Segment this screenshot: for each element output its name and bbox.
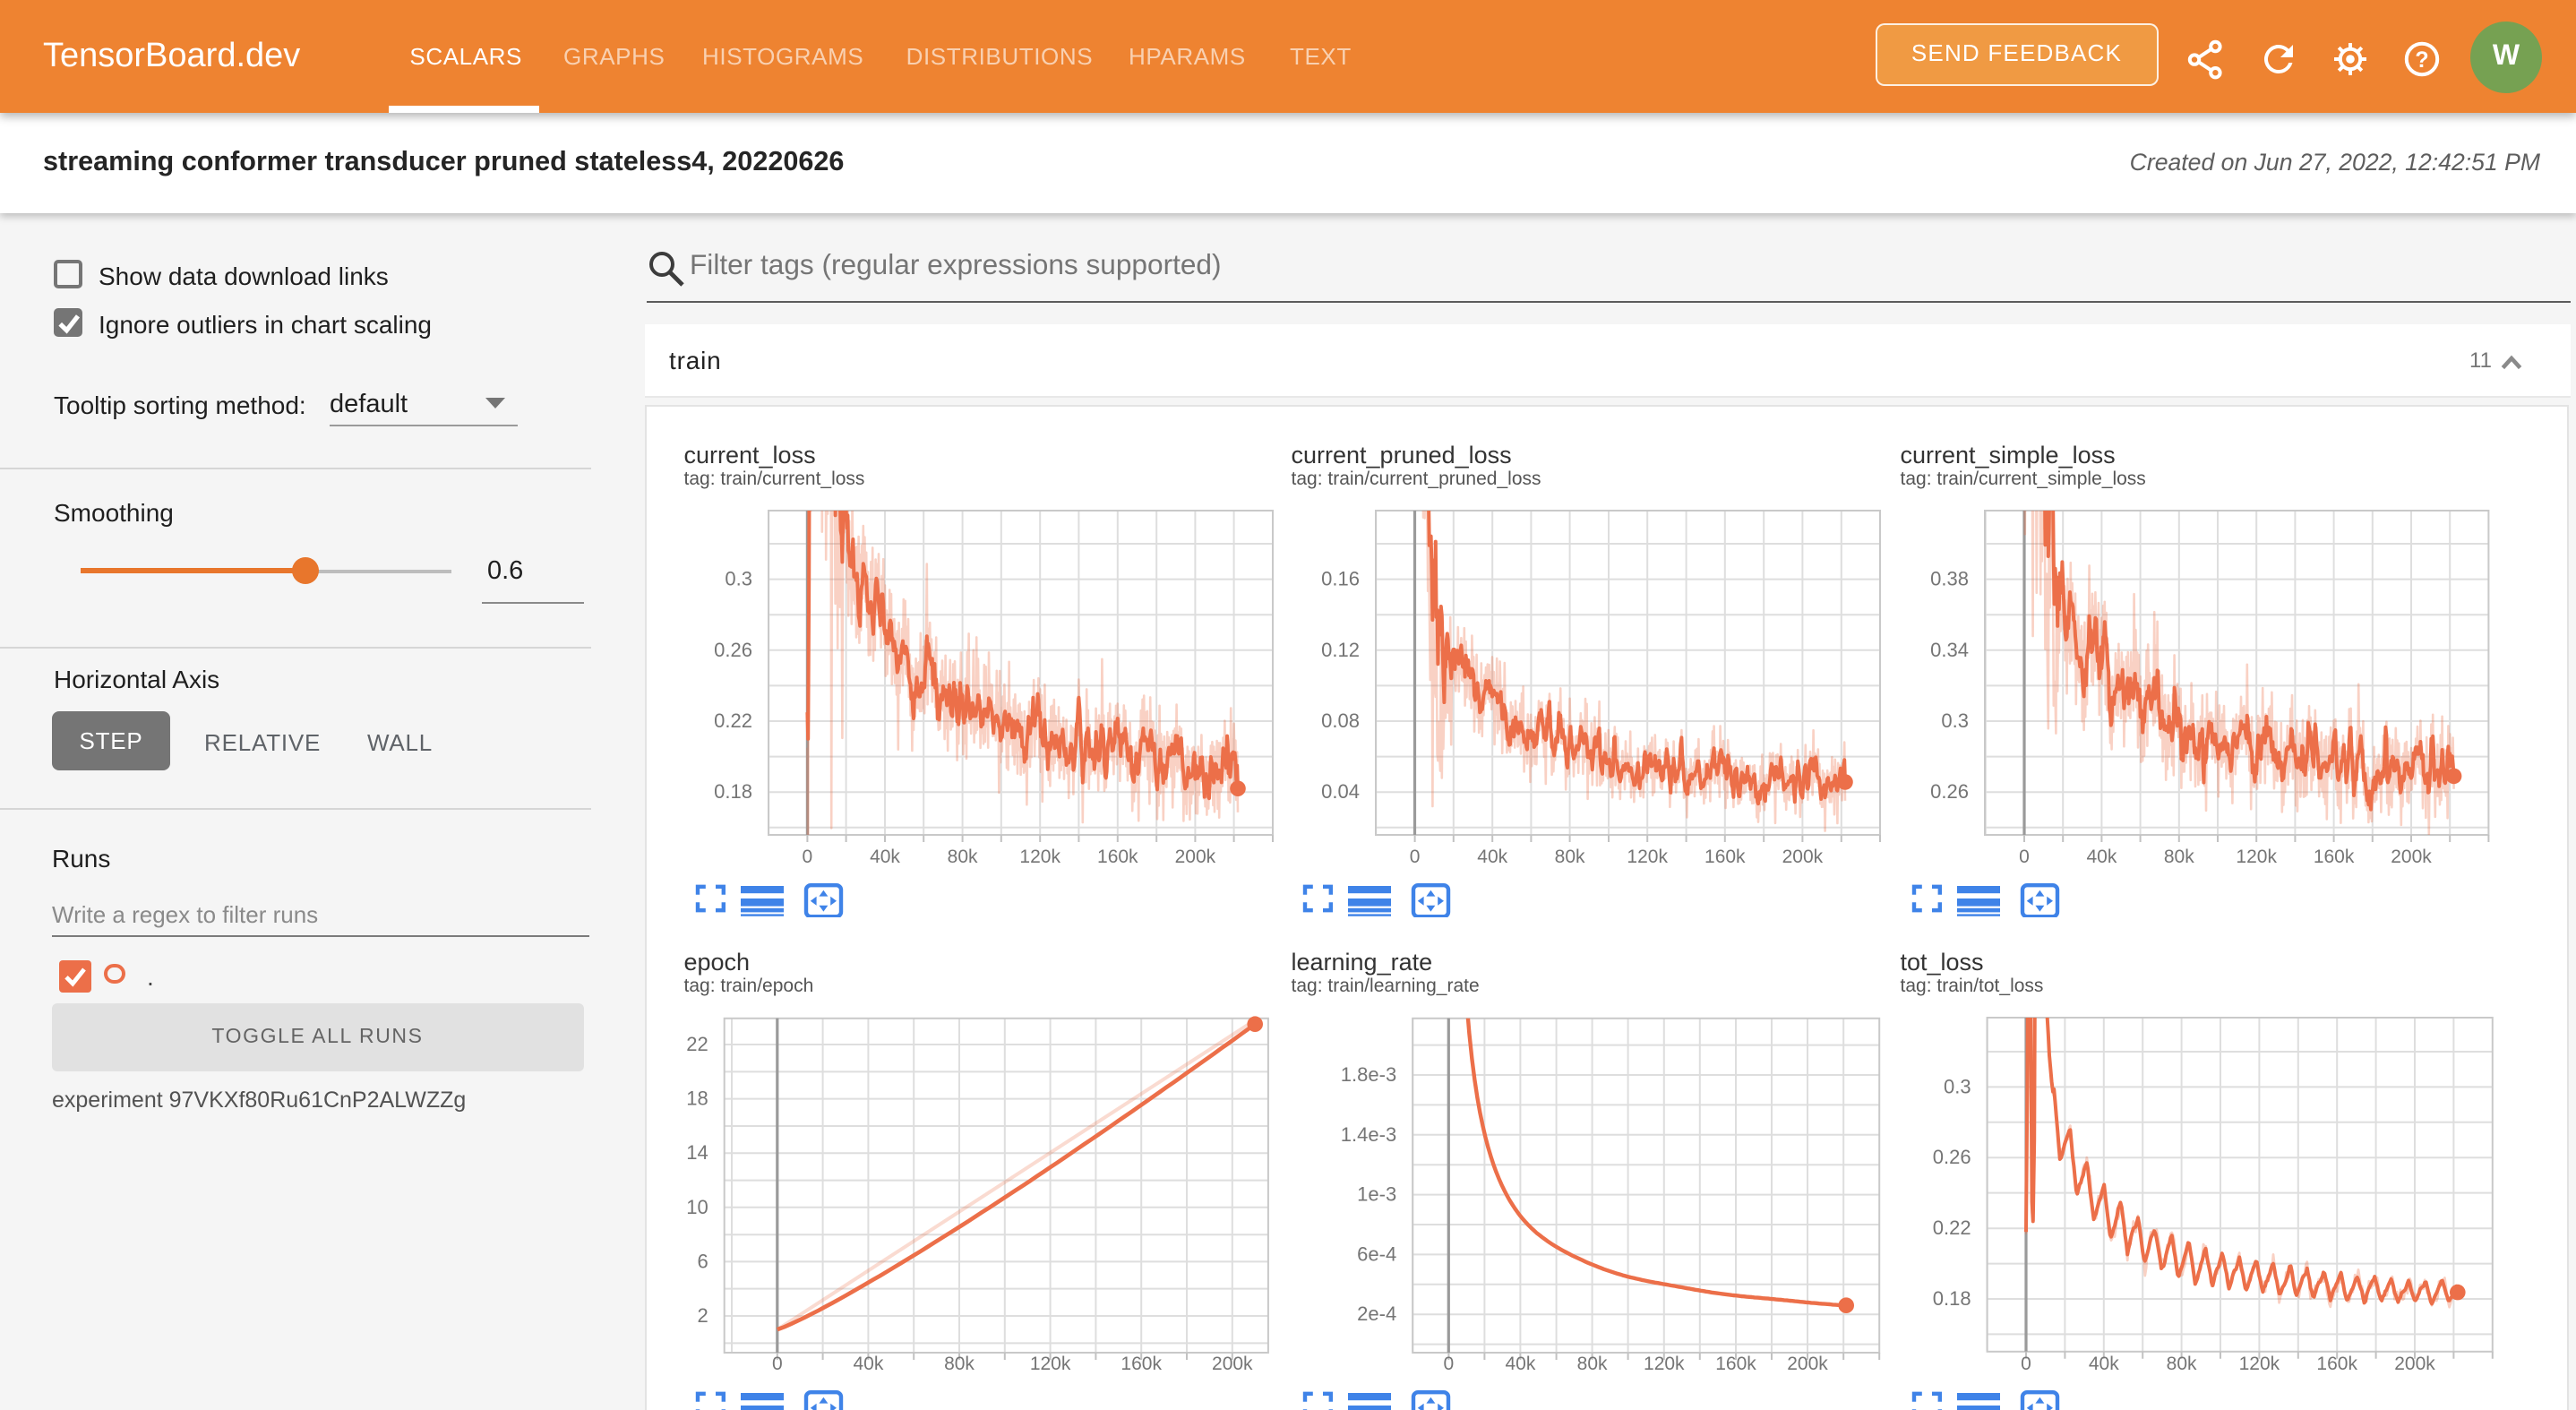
svg-text:tag: train/tot_loss: tag: train/tot_loss (1900, 975, 2043, 995)
svg-text:0: 0 (772, 1353, 783, 1373)
svg-text:tag: train/current_loss: tag: train/current_loss (684, 469, 865, 489)
svg-text:current_simple_loss: current_simple_loss (1900, 443, 2115, 469)
svg-text:200k: 200k (2390, 847, 2431, 867)
svg-text:0: 0 (803, 847, 813, 867)
svg-text:40k: 40k (870, 847, 900, 867)
svg-text:0.34: 0.34 (1929, 639, 1968, 661)
svg-text:14: 14 (686, 1140, 708, 1163)
svg-text:?: ? (2415, 47, 2428, 73)
svg-text:1.4e-3: 1.4e-3 (1341, 1122, 1396, 1145)
svg-text:current_pruned_loss: current_pruned_loss (1292, 443, 1512, 469)
svg-text:120k: 120k (2238, 1353, 2280, 1373)
svg-text:10: 10 (686, 1195, 708, 1217)
svg-text:0.26: 0.26 (714, 639, 752, 661)
svg-text:1e-3: 1e-3 (1358, 1182, 1397, 1205)
svg-text:40k: 40k (1478, 847, 1508, 867)
svg-text:tag: train/learning_rate: tag: train/learning_rate (1292, 975, 1480, 995)
svg-text:160k: 160k (1097, 847, 1138, 867)
svg-text:0: 0 (2018, 847, 2029, 867)
svg-text:40k: 40k (2085, 847, 2116, 867)
svg-text:160k: 160k (1705, 847, 1747, 867)
svg-text:40k: 40k (1506, 1353, 1536, 1373)
svg-text:0.3: 0.3 (1943, 1074, 1971, 1096)
svg-text:0: 0 (2020, 1353, 2031, 1373)
svg-text:6: 6 (697, 1249, 708, 1271)
svg-text:0.08: 0.08 (1322, 709, 1361, 732)
svg-text:40k: 40k (853, 1353, 883, 1373)
svg-text:tot_loss: tot_loss (1900, 949, 1983, 975)
svg-text:80k: 80k (1555, 847, 1585, 867)
svg-text:0.12: 0.12 (1322, 639, 1361, 661)
svg-text:0.04: 0.04 (1322, 780, 1361, 803)
svg-text:200k: 200k (2393, 1353, 2434, 1373)
svg-text:0.18: 0.18 (714, 780, 752, 803)
svg-text:1.8e-3: 1.8e-3 (1341, 1062, 1396, 1085)
svg-text:200k: 200k (1788, 1353, 1829, 1373)
svg-text:current_loss: current_loss (684, 443, 816, 469)
svg-text:0.3: 0.3 (1940, 709, 1968, 732)
svg-text:6e-4: 6e-4 (1358, 1242, 1397, 1264)
svg-text:tag: train/current_pruned_loss: tag: train/current_pruned_loss (1292, 469, 1541, 489)
svg-text:0.22: 0.22 (1932, 1216, 1971, 1238)
svg-text:0.26: 0.26 (1932, 1145, 1971, 1167)
svg-text:epoch: epoch (684, 949, 751, 975)
svg-text:120k: 120k (1644, 1353, 1686, 1373)
svg-text:0.26: 0.26 (1929, 780, 1968, 803)
svg-text:40k: 40k (2088, 1353, 2118, 1373)
svg-text:80k: 80k (948, 847, 978, 867)
svg-text:80k: 80k (1577, 1353, 1608, 1373)
svg-text:0.16: 0.16 (1322, 568, 1361, 590)
svg-text:0.38: 0.38 (1929, 568, 1968, 590)
svg-text:120k: 120k (1030, 1353, 1071, 1373)
svg-text:22: 22 (686, 1032, 708, 1054)
svg-text:160k: 160k (1121, 1353, 1162, 1373)
svg-text:0.22: 0.22 (714, 709, 752, 732)
svg-text:120k: 120k (1019, 847, 1060, 867)
svg-text:160k: 160k (2313, 847, 2354, 867)
svg-text:200k: 200k (1175, 847, 1216, 867)
svg-text:0: 0 (1410, 847, 1421, 867)
svg-text:120k: 120k (2235, 847, 2276, 867)
svg-text:0.18: 0.18 (1932, 1286, 1971, 1309)
svg-text:160k: 160k (2315, 1353, 2357, 1373)
svg-text:tag: train/current_simple_loss: tag: train/current_simple_loss (1900, 469, 2145, 489)
svg-text:80k: 80k (2166, 1353, 2196, 1373)
svg-text:80k: 80k (944, 1353, 975, 1373)
svg-text:18: 18 (686, 1087, 708, 1109)
svg-text:200k: 200k (1212, 1353, 1253, 1373)
svg-text:learning_rate: learning_rate (1292, 949, 1433, 975)
svg-text:200k: 200k (1782, 847, 1824, 867)
svg-text:2: 2 (697, 1303, 708, 1326)
svg-text:0: 0 (1444, 1353, 1455, 1373)
svg-text:tag: train/epoch: tag: train/epoch (684, 975, 814, 995)
svg-text:2e-4: 2e-4 (1358, 1302, 1397, 1324)
svg-text:80k: 80k (2163, 847, 2194, 867)
svg-text:120k: 120k (1627, 847, 1669, 867)
svg-text:160k: 160k (1716, 1353, 1757, 1373)
svg-text:0.3: 0.3 (725, 568, 752, 590)
